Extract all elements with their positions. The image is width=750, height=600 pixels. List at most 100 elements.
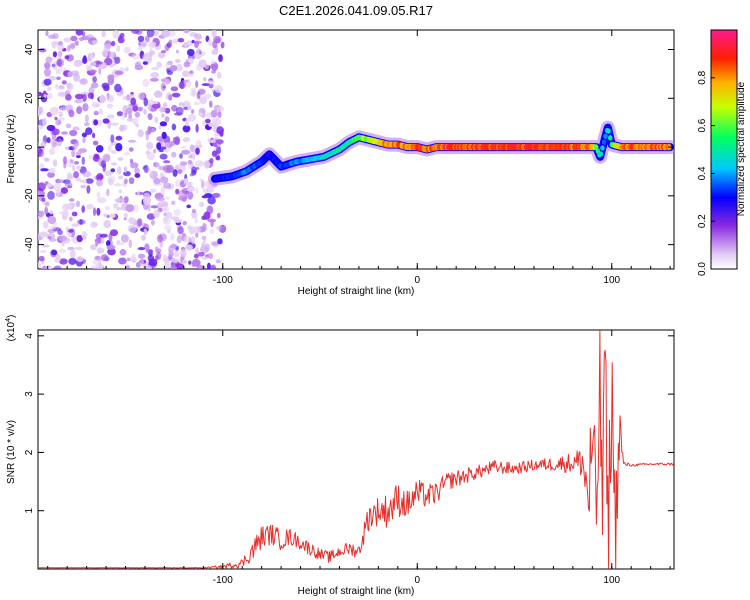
noise-speckle <box>159 121 168 127</box>
noise-speckle <box>147 125 152 135</box>
noise-speckle <box>146 141 154 150</box>
noise-speckle <box>210 109 218 118</box>
noise-speckle <box>156 61 163 68</box>
noise-speckle <box>143 108 147 115</box>
noise-speckle <box>76 151 82 155</box>
noise-speckle <box>195 147 200 155</box>
noise-speckle <box>146 30 155 38</box>
noise-speckle <box>110 134 115 143</box>
noise-speckle <box>95 174 100 181</box>
snr-frame <box>37 329 675 570</box>
noise-speckle <box>191 39 195 44</box>
noise-speckle <box>47 92 53 100</box>
noise-speckle <box>126 118 134 122</box>
noise-speckle <box>72 165 76 172</box>
noise-speckle <box>183 235 191 244</box>
noise-speckle <box>73 61 82 67</box>
noise-speckle <box>125 204 135 213</box>
noise-speckle <box>110 162 118 166</box>
noise-speckle <box>132 105 139 112</box>
noise-speckle <box>74 161 79 165</box>
noise-speckle <box>159 146 167 150</box>
noise-speckle <box>186 40 193 47</box>
noise-speckle <box>44 68 51 77</box>
noise-speckle <box>137 92 145 100</box>
noise-speckle <box>125 264 130 269</box>
noise-speckle <box>113 183 122 187</box>
noise-speckle <box>74 40 79 46</box>
noise-speckle <box>95 241 99 247</box>
noise-speckle <box>165 142 170 148</box>
noise-speckle <box>106 188 110 197</box>
noise-speckle <box>58 117 65 121</box>
noise-speckle <box>160 82 166 92</box>
noise-speckle <box>217 238 223 245</box>
noise-speckle <box>84 114 89 123</box>
noise-speckle <box>103 213 108 218</box>
noise-speckle <box>173 112 183 116</box>
noise-speckle <box>215 37 221 44</box>
noise-speckle <box>129 162 139 169</box>
noise-speckle <box>85 127 93 135</box>
noise-speckle <box>103 154 111 162</box>
noise-speckle <box>163 182 172 189</box>
noise-speckle <box>137 129 144 138</box>
noise-speckle <box>87 92 94 99</box>
noise-speckle <box>175 263 185 269</box>
noise-speckle <box>110 168 116 173</box>
noise-speckle <box>76 106 83 115</box>
noise-speckle <box>147 102 152 111</box>
noise-speckle <box>187 186 196 192</box>
noise-speckle <box>38 124 44 130</box>
noise-speckle <box>115 143 123 152</box>
noise-speckle <box>44 206 49 215</box>
noise-speckle <box>47 87 52 91</box>
noise-speckle <box>209 158 214 164</box>
noise-speckle <box>176 235 182 244</box>
noise-speckle <box>76 200 81 207</box>
ridge-cell <box>601 139 607 145</box>
noise-speckle <box>136 190 140 196</box>
noise-speckle <box>197 112 203 116</box>
snr-panel: -100 0 100 1 2 3 4 Height of straight line (km… <box>5 315 675 597</box>
noise-speckle <box>111 149 117 154</box>
noise-speckle <box>90 265 100 269</box>
noise-speckle <box>175 188 180 195</box>
noise-speckle <box>196 91 201 100</box>
noise-speckle <box>204 93 212 99</box>
colorbar-label: Normalized spectral amplitude <box>736 81 747 216</box>
noise-speckle <box>72 126 80 131</box>
noise-speckle <box>207 262 211 269</box>
noise-speckle <box>74 246 83 251</box>
noise-speckle <box>214 85 223 94</box>
y-tick-label: -20 <box>24 188 35 203</box>
noise-speckle <box>68 216 73 222</box>
noise-speckle <box>83 122 90 126</box>
noise-speckle <box>216 71 222 79</box>
noise-speckle <box>151 66 159 71</box>
noise-speckle <box>45 30 49 36</box>
noise-speckle <box>54 83 60 90</box>
noise-speckle <box>130 97 137 106</box>
noise-speckle <box>208 83 214 89</box>
noise-speckle <box>101 49 109 58</box>
noise-speckle <box>38 262 42 268</box>
noise-speckle <box>118 257 127 265</box>
noise-speckle <box>42 265 47 269</box>
noise-speckle <box>219 130 224 137</box>
noise-speckle <box>86 34 94 39</box>
noise-speckle <box>129 158 134 164</box>
noise-speckle <box>131 53 141 60</box>
noise-speckle <box>137 106 143 112</box>
noise-speckle <box>123 196 129 204</box>
noise-speckle <box>165 78 170 85</box>
noise-speckle <box>57 41 63 46</box>
noise-speckle <box>216 212 221 219</box>
noise-speckle <box>119 249 127 256</box>
noise-speckle <box>128 147 134 152</box>
noise-speckle <box>108 51 116 58</box>
noise-speckle <box>45 56 53 64</box>
noise-speckle <box>207 80 215 85</box>
noise-speckle <box>210 264 216 269</box>
noise-speckle <box>92 140 99 146</box>
